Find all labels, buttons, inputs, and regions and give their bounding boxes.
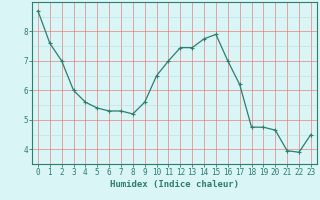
X-axis label: Humidex (Indice chaleur): Humidex (Indice chaleur) [110, 180, 239, 189]
